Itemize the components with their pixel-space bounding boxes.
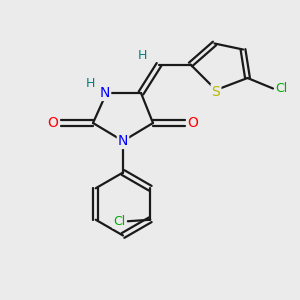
Text: Cl: Cl: [275, 82, 287, 95]
Text: N: N: [100, 86, 110, 100]
Text: O: O: [188, 116, 198, 130]
Text: N: N: [118, 134, 128, 148]
Text: Cl: Cl: [113, 215, 125, 228]
Text: S: S: [212, 85, 220, 98]
Text: H: H: [138, 49, 147, 62]
Text: O: O: [48, 116, 58, 130]
Text: H: H: [85, 77, 95, 90]
